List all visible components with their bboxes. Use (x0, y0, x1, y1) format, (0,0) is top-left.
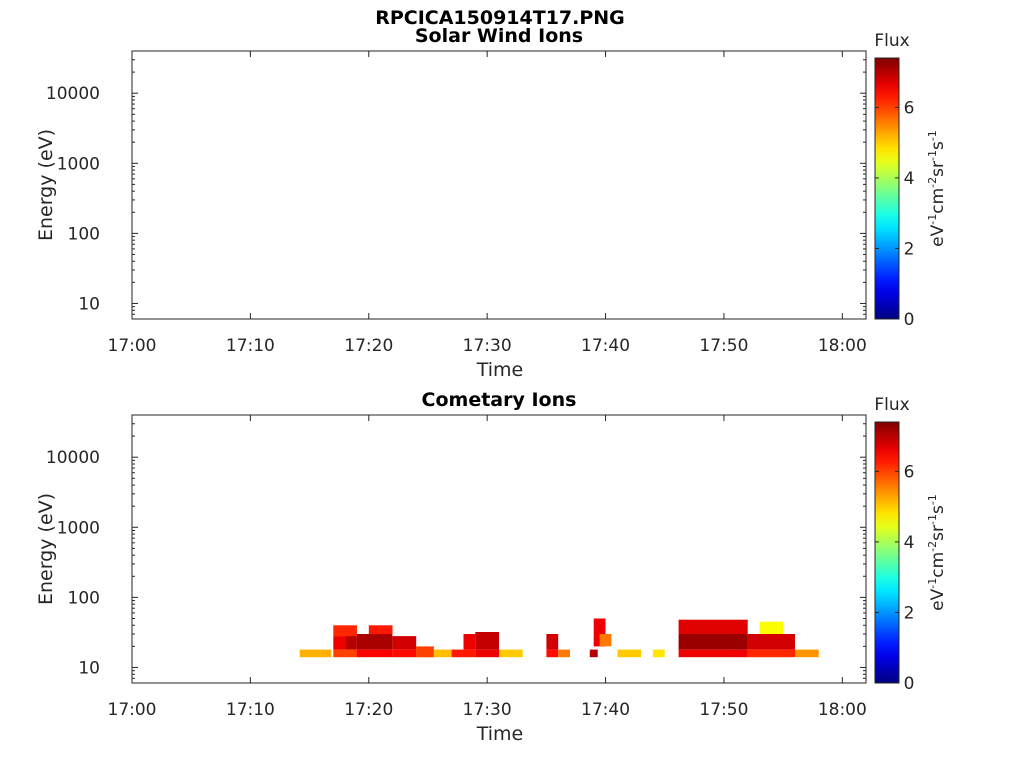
heatmap-cell (356, 634, 393, 650)
y-axis-label: Energy (eV) (35, 129, 57, 241)
heatmap-cell (475, 649, 499, 658)
x-axis-label: Time (476, 723, 524, 745)
x-tick-label: 17:30 (463, 700, 512, 720)
plot-frame (131, 50, 867, 320)
y-tick-label: 100 (68, 588, 100, 608)
heatmap-cell (345, 632, 357, 650)
panel-solar-wind-ions: Solar Wind Ions 17:00 17:10 17:20 17:30 17:40… (35, 25, 948, 381)
x-tick-label: 17:00 (108, 336, 157, 356)
colorbar-tick-label: 6 (904, 462, 915, 482)
colorbar-title: Flux (874, 31, 909, 51)
plot-frame (131, 414, 867, 684)
heatmap-cell (392, 636, 417, 650)
colorbar-tick-label: 4 (904, 533, 915, 553)
figure-title: RPCICA150914T17.PNG (375, 7, 625, 29)
heatmap-cell (463, 634, 476, 650)
x-tick-label: 17:40 (581, 336, 630, 356)
colorbar-tick-label: 0 (904, 674, 915, 694)
heatmap-cell (333, 649, 357, 658)
x-tick-label: 17:10 (226, 336, 275, 356)
y-tick-label: 1000 (57, 518, 100, 538)
x-axis-label: Time (476, 359, 524, 381)
x-tick-label: 17:20 (344, 336, 393, 356)
heatmap-cell (589, 649, 598, 658)
heatmap-cell (678, 619, 748, 634)
x-tick-label: 17:30 (463, 336, 512, 356)
heatmap-cell (333, 625, 357, 637)
panel-cometary-ions: Cometary Ions 17:00 17:10 17:20 17:30 17:40 17… (35, 389, 948, 745)
colorbar-tick-label: 2 (904, 603, 915, 623)
heatmap-cell (599, 634, 612, 647)
colorbar (874, 421, 900, 684)
heatmap-cell (747, 649, 795, 658)
heatmap-cell (617, 649, 642, 658)
x-tick-label: 17:20 (344, 700, 393, 720)
colorbar-unit-label: eV-1cm-2sr-1s-1 (926, 494, 948, 611)
y-tick-label: 1000 (57, 154, 100, 174)
heatmap-cell (392, 649, 417, 658)
heatmap-cell (368, 625, 393, 635)
y-axis-label: Energy (eV) (35, 493, 57, 605)
x-tick-label: 17:40 (581, 700, 630, 720)
heatmap-cell (416, 646, 434, 658)
x-tick-label: 17:50 (699, 336, 748, 356)
x-tick-label: 18:00 (818, 336, 867, 356)
y-tick-label: 10 (78, 294, 100, 314)
heatmap-cell (356, 649, 393, 658)
colorbar-tick-label: 6 (904, 98, 915, 118)
heatmap-cell (558, 649, 570, 658)
y-tick-label: 10 (78, 658, 100, 678)
subplot-title: Cometary Ions (422, 389, 577, 411)
heatmap-cell (593, 618, 606, 647)
colorbar-tick-label: 2 (904, 239, 915, 259)
colorbar-tick-label: 0 (904, 310, 915, 330)
x-tick-label: 17:10 (226, 700, 275, 720)
heatmap-cell (546, 649, 559, 658)
heatmap-cell (678, 634, 748, 650)
y-tick-label: 10000 (46, 84, 100, 104)
heatmap-cell (546, 634, 559, 650)
heatmap-cell (759, 621, 784, 634)
heatmap-cell (652, 649, 665, 658)
colorbar-tick-label: 4 (904, 169, 915, 189)
heatmap-cell (333, 636, 346, 650)
heatmap-cell (678, 649, 748, 658)
heatmap-cell (433, 649, 452, 658)
heatmap-cell (299, 649, 332, 658)
colorbar-unit-label: eV-1cm-2sr-1s-1 (926, 130, 948, 247)
heatmap-cell (795, 649, 819, 658)
colorbar-title: Flux (874, 395, 909, 415)
y-tick-label: 100 (68, 224, 100, 244)
heatmap-cell (475, 632, 499, 650)
y-tick-label: 10000 (46, 448, 100, 468)
subplot-title: Solar Wind Ions (415, 25, 583, 47)
x-tick-label: 17:50 (699, 700, 748, 720)
heatmap-cell (747, 634, 795, 650)
x-tick-label: 18:00 (818, 700, 867, 720)
heatmap-cell (451, 649, 476, 658)
plot-area (132, 51, 866, 319)
colorbar (874, 57, 900, 320)
heatmap-cell (499, 649, 523, 658)
x-tick-label: 17:00 (108, 700, 157, 720)
